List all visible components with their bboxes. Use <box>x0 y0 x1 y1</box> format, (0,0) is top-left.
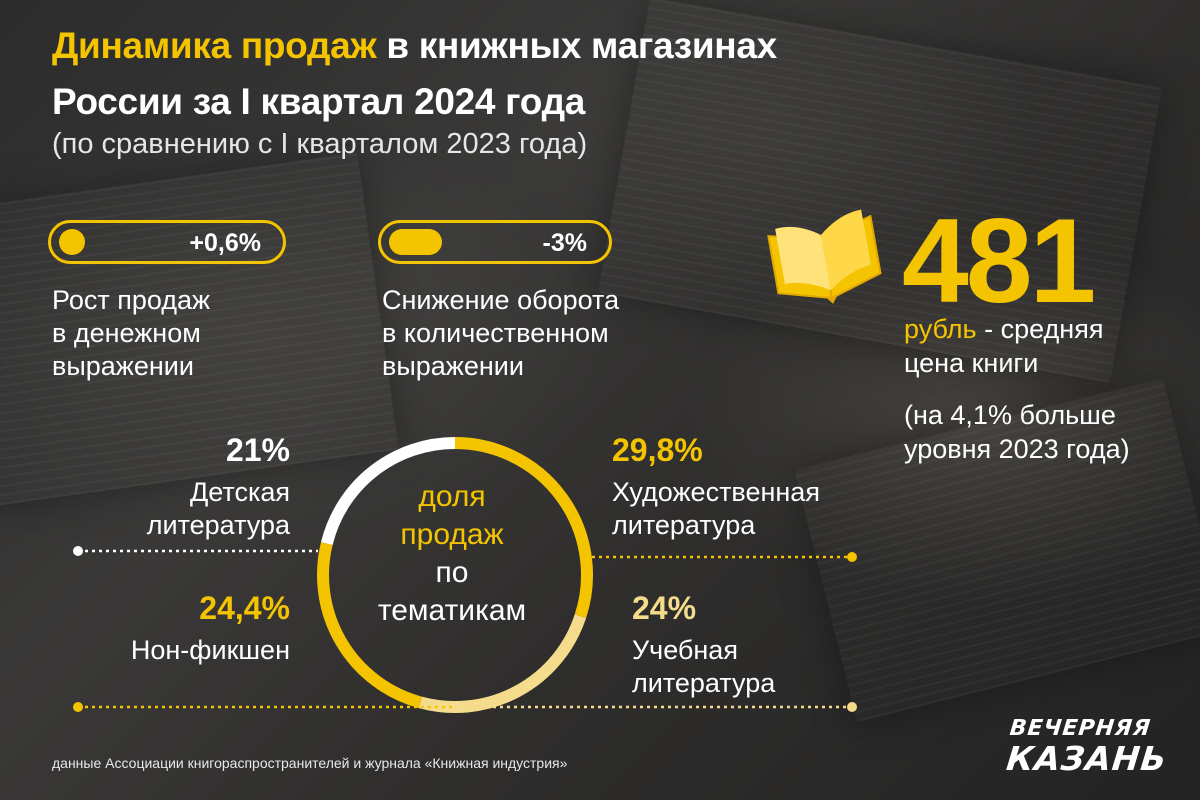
category-line: Детская <box>189 477 290 507</box>
center-label-line: тематикам <box>377 594 527 627</box>
category-line: Нон-фикшен <box>130 635 290 665</box>
nonfic-category-label: Нон-фикшен <box>131 634 290 667</box>
leader-dot-kids <box>73 546 83 556</box>
price-change-note: (на 4,1% больше уровня 2023 года) <box>904 398 1184 466</box>
donut-slice-nonfic <box>317 542 422 709</box>
center-label-line: продаж <box>400 518 504 551</box>
average-price-value: 481 <box>902 194 1096 328</box>
description-line: выражении <box>382 351 524 381</box>
price-label-2: цена книги <box>904 348 1039 378</box>
donut-slice-edu <box>418 614 587 713</box>
title-rest: в книжных магазинах <box>376 25 777 66</box>
note-line: (на 4,1% больше <box>904 400 1116 430</box>
description-line: выражении <box>52 351 194 381</box>
kids-percent: 21% <box>225 432 290 468</box>
source-footnote: данные Ассоциации книгораспространителей… <box>52 755 568 771</box>
average-price-description: рубль - средняя цена книги <box>904 312 1164 380</box>
sales-growth-description: Рост продаж в денежном выражении <box>52 284 210 383</box>
center-label-line: доля <box>418 480 486 513</box>
price-label: - средняя <box>976 314 1104 344</box>
publisher-logo: ВЕЧЕРНЯЯ КАЗАНЬ <box>1004 716 1170 778</box>
title-highlight: Динамика продаж <box>52 25 377 66</box>
turnover-decline-pill: -3% <box>378 220 612 264</box>
description-line: Снижение оборота <box>382 285 620 315</box>
turnover-decline-description: Снижение оборота в количественном выраже… <box>382 284 619 383</box>
turnover-decline-value: -3% <box>542 229 587 257</box>
sales-growth-fill <box>59 229 85 255</box>
sales-growth-pill: +0,6% <box>48 220 286 264</box>
category-line: Учебная <box>632 635 738 665</box>
edu-category-label: Учебная литература <box>632 634 775 700</box>
fiction-percent: 29,8% <box>612 432 703 468</box>
leader-dot-nonfic <box>73 702 83 712</box>
note-line: уровня 2023 года) <box>904 434 1130 464</box>
nonfic-percent: 24,4% <box>199 590 290 626</box>
turnover-decline-fill <box>389 229 442 255</box>
category-line: Художественная <box>612 477 820 507</box>
description-line: в количественном <box>382 318 609 348</box>
category-line: литература <box>146 510 290 540</box>
edu-percent: 24% <box>632 590 697 626</box>
leader-dot-fiction <box>847 552 857 562</box>
leader-dot-edu <box>847 702 857 712</box>
category-line: литература <box>632 668 776 698</box>
fiction-category-label: Художественная литература <box>612 476 820 542</box>
donut-slice-fiction <box>454 437 593 618</box>
title-line2: России за I квартал 2024 года <box>52 81 586 122</box>
center-label-line: по <box>435 556 469 589</box>
sales-growth-value: +0,6% <box>189 229 261 257</box>
logo-line-2: КАЗАНЬ <box>1004 739 1170 778</box>
kids-category-label: Детская литература <box>147 476 290 542</box>
description-line: в денежном <box>52 318 201 348</box>
price-unit: рубль <box>904 314 977 344</box>
donut-slice-kids <box>320 437 456 546</box>
page-title: Динамика продаж в книжных магазинах Росс… <box>52 18 777 130</box>
subtitle: (по сравнению с I кварталом 2023 года) <box>52 128 588 160</box>
category-line: литература <box>612 510 756 540</box>
description-line: Рост продаж <box>52 285 211 315</box>
donut-center-label: доля продаж по тематикам <box>342 478 562 630</box>
